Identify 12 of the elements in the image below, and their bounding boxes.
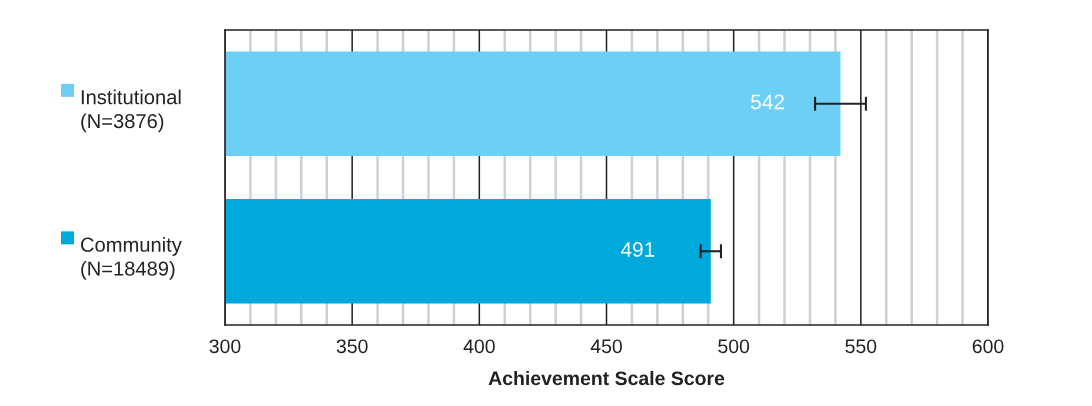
x-tick-label: 550: [845, 339, 877, 354]
x-tick-label: 600: [972, 339, 1004, 354]
x-tick-label: 450: [590, 339, 622, 354]
y-tick-label: Institutional (N=3876): [81, 89, 181, 133]
x-axis-title: Achievement Scale Score: [488, 370, 725, 386]
x-tick-label: 350: [336, 339, 368, 354]
x-tick-label: 300: [209, 339, 241, 354]
y-tick-label: Community (N=18489): [81, 237, 182, 280]
x-tick-label: 500: [718, 339, 750, 354]
data-label: 491: [620, 242, 655, 257]
x-tick-label: 400: [463, 339, 495, 354]
data-label: 542: [751, 94, 784, 110]
